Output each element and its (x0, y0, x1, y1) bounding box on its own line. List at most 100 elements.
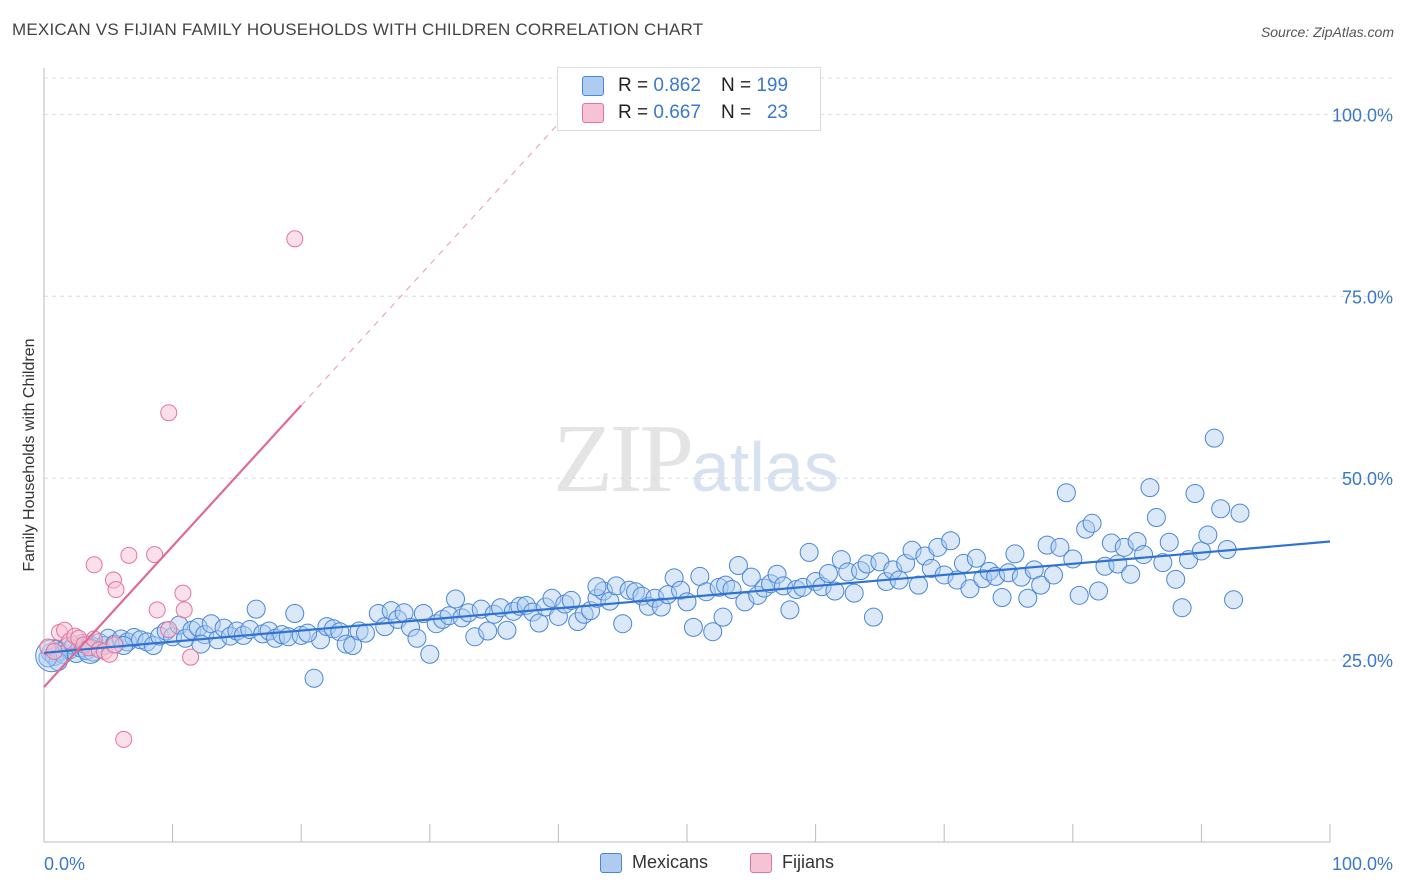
fijians-point (160, 404, 178, 422)
fijians-point (107, 581, 125, 599)
mexicans-point (298, 623, 318, 643)
mexicans-point (799, 542, 819, 562)
mexicans-point (137, 632, 157, 652)
mexicans-trend-line (43, 540, 1331, 654)
mexicans-point (1198, 525, 1218, 545)
mexicans-point (356, 623, 375, 643)
legend-item-fijians: Fijians (750, 852, 834, 873)
mexicans-point (966, 548, 986, 568)
mexicans-point (1134, 545, 1154, 565)
mexicans-point (446, 589, 466, 609)
mexicans-point (343, 636, 363, 656)
fijians-trend-extension (300, 95, 585, 406)
mexicans-point (818, 564, 838, 584)
mexicans-point (1140, 478, 1160, 498)
legend-n-value: 23 (766, 102, 789, 123)
mexicans-point (780, 600, 800, 620)
mexicans-point (713, 607, 733, 627)
mexicans-point (1121, 564, 1141, 584)
mexicans-point (1166, 569, 1186, 589)
mexicans-point (259, 621, 279, 641)
legend-swatch-pink (582, 103, 604, 123)
mexicans-point (1082, 513, 1102, 533)
legend-swatch-blue (582, 76, 604, 96)
legend-n-label: N = (720, 102, 752, 123)
mexicans-point (1050, 537, 1070, 557)
mexicans-point (1211, 499, 1231, 519)
mexicans-point (651, 597, 671, 617)
mexicans-point (1044, 565, 1064, 585)
mexicans-point (613, 614, 633, 634)
watermark-atlas: atlas (691, 428, 839, 506)
mexicans-point (568, 612, 588, 632)
mexicans-point (1153, 553, 1173, 573)
chart-title: MEXICAN VS FIJIAN FAMILY HOUSEHOLDS WITH… (12, 20, 704, 39)
tick-labels: 25.0% 50.0% 75.0% 100.0% 0.0% 100.0% (44, 105, 1393, 874)
legend-row-fijians: R = 0.667 N = 23 (582, 101, 788, 125)
mexicans-point (465, 627, 485, 647)
mexicans-point (478, 621, 498, 641)
mexicans-point (304, 668, 324, 688)
source-label: Source: ZipAtlas.com (1260, 24, 1394, 40)
mexicans-point (1224, 590, 1244, 610)
mexicans-point (671, 580, 691, 600)
legend-item-mexicans: Mexicans (600, 852, 708, 873)
y-tick-label: 50.0% (1342, 469, 1393, 489)
fijians-point (174, 584, 192, 602)
mexicans-point (1031, 575, 1051, 595)
y-tick-label: 75.0% (1342, 287, 1393, 307)
fijians-point (120, 546, 138, 564)
mexicans-point (561, 590, 581, 610)
mexicans-point (497, 620, 517, 640)
mexicans-point (201, 614, 221, 634)
mexicans-point (960, 579, 980, 599)
mexicans-point (587, 588, 607, 608)
fijians-points (39, 230, 304, 748)
fijians-point (146, 546, 164, 564)
fijians-trend-line (43, 404, 303, 688)
mexicans-point (825, 581, 845, 601)
x-tick-label: 100.0% (1332, 854, 1393, 874)
fijians-point (160, 621, 178, 639)
fijians-point (115, 730, 133, 748)
mexicans-point (1159, 532, 1179, 552)
fijians-point (182, 648, 200, 666)
mexicans-point (741, 567, 761, 587)
legend-row-mexicans: R = 0.862 N = 199 (582, 74, 788, 98)
mexicans-point (831, 550, 851, 570)
y-axis-label: Family Households with Children (21, 338, 38, 572)
mexicans-point (587, 577, 607, 597)
legend-r-label: R = (618, 102, 649, 123)
legend-r-value: 0.862 (653, 75, 701, 96)
trend-lines (43, 95, 1331, 688)
fijians-point (148, 601, 166, 619)
y-tick-label: 25.0% (1342, 651, 1393, 671)
legend-r-label: R = (618, 75, 649, 96)
x-tick-label: 0.0% (44, 854, 85, 874)
mexicans-point (1230, 503, 1250, 523)
fijians-point (286, 230, 304, 248)
mexicans-point (619, 580, 639, 600)
mexicans-point (908, 575, 928, 595)
mexicans-point (529, 613, 549, 633)
mexicans-point (401, 617, 421, 637)
watermark: ZIPatlas (553, 403, 839, 515)
mexicans-point (1172, 598, 1192, 618)
mexicans-point (1185, 483, 1205, 503)
mexicans-point (683, 617, 703, 637)
legend-label-mexicans: Mexicans (632, 852, 709, 872)
mexicans-point (1101, 533, 1121, 553)
mexicans-point (728, 556, 748, 576)
mexicans-point (902, 540, 922, 560)
legend-swatch-mexicans (600, 852, 622, 873)
mexicans-point (1114, 537, 1134, 557)
mexicans-point (941, 531, 961, 551)
legend-swatch-fijians (750, 852, 772, 873)
mexicans-point (703, 622, 723, 642)
mexicans-point (336, 634, 356, 654)
mexicans-point (992, 588, 1012, 608)
legend-n-label: N = (720, 75, 752, 96)
mexicans-point (1069, 585, 1089, 605)
fijians-point (106, 636, 124, 654)
